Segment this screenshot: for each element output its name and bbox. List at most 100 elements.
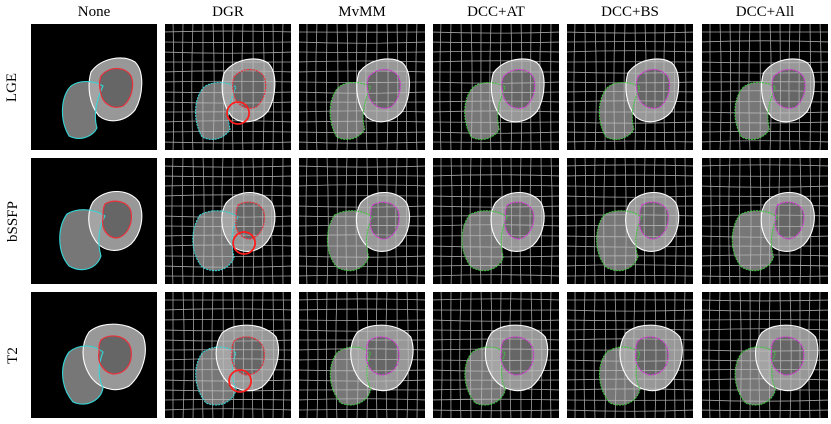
- panel-t2-none: [31, 292, 157, 418]
- column-header-dgr: DGR: [212, 4, 244, 20]
- panel-t2-dcc-bs: [567, 292, 693, 418]
- panel-lge-dcc-all: [702, 24, 828, 150]
- myocardium-contour: [484, 324, 549, 392]
- panel-image: [702, 158, 828, 284]
- left-ventricle-contour: [770, 336, 805, 376]
- cavity-region: [501, 69, 535, 109]
- cavity-region: [635, 336, 669, 375]
- panel-bssfp-dgr: [165, 158, 291, 284]
- myocardium-contour: [356, 58, 410, 123]
- right-ventricle-contour: [731, 210, 779, 272]
- myocardium-contour: [82, 323, 146, 391]
- left-ventricle-contour: [102, 200, 132, 239]
- right-ventricle-contour: [598, 81, 641, 140]
- cavity-region: [771, 336, 804, 375]
- cavity-region: [235, 202, 265, 239]
- panel-image: [165, 158, 291, 284]
- right-ventricle-contour: [596, 210, 643, 272]
- panel-t2-dcc-at: [433, 292, 559, 418]
- panel-lge-mvmm: [299, 24, 425, 150]
- panel-image: [433, 158, 559, 284]
- panel-bssfp-mvmm: [299, 158, 425, 284]
- right-ventricle-contour: [59, 209, 106, 271]
- myocardium-contour: [490, 58, 545, 123]
- deformation-grid: [165, 292, 291, 418]
- panel-image: [59, 190, 143, 271]
- panel-image: [299, 292, 425, 418]
- panel-lge-dcc-bs: [567, 24, 693, 150]
- deformation-grid: [702, 24, 828, 150]
- column-header-none: None: [77, 4, 111, 20]
- panel-image: [433, 24, 559, 150]
- myocardium-contour: [215, 324, 279, 392]
- panel-t2-mvmm: [299, 292, 425, 418]
- panel-t2-dgr: [165, 292, 291, 418]
- panel-bssfp-dcc-at: [433, 158, 559, 284]
- myocardium-contour: [619, 324, 683, 392]
- myocardium-contour: [350, 324, 414, 392]
- myocardium-contour: [221, 58, 276, 123]
- right-ventricle-contour: [192, 210, 239, 272]
- deformation-grid: [433, 158, 559, 284]
- left-ventricle-contour: [638, 201, 669, 240]
- right-ventricle-contour: [734, 346, 777, 406]
- column-header-dcc-bs: DCC+BS: [601, 4, 659, 20]
- deformation-grid: [299, 24, 425, 150]
- left-ventricle-contour: [500, 336, 535, 376]
- right-ventricle-contour: [464, 81, 507, 140]
- deformation-grid: [433, 24, 559, 150]
- left-ventricle-contour: [634, 336, 669, 376]
- cavity-region: [504, 202, 534, 239]
- deformation-grid: [299, 158, 425, 284]
- myocardium-contour: [754, 324, 819, 392]
- cavity-region: [232, 69, 266, 109]
- row-label-lge: LGE: [4, 72, 21, 102]
- myocardium-contour: [625, 191, 680, 252]
- cavity-region: [98, 335, 132, 374]
- error-highlight-circle: [232, 231, 257, 255]
- left-ventricle-contour: [232, 68, 267, 109]
- deformation-grid: [165, 158, 291, 284]
- left-ventricle-contour: [504, 201, 535, 240]
- right-ventricle-contour: [329, 346, 372, 406]
- column-header-mvmm: MvMM: [338, 4, 386, 20]
- cavity-region: [500, 336, 534, 375]
- deformation-grid: [567, 292, 693, 418]
- left-ventricle-contour: [98, 335, 132, 375]
- right-ventricle-contour: [195, 81, 237, 140]
- panel-bssfp-dcc-all: [702, 158, 828, 284]
- myocardium-contour: [760, 191, 815, 252]
- panel-image: [61, 57, 143, 139]
- myocardium-contour: [490, 191, 545, 252]
- cavity-region: [99, 68, 133, 108]
- deformation-grid: [567, 158, 693, 284]
- panel-image: [433, 292, 559, 418]
- right-ventricle-contour: [464, 346, 506, 406]
- cavity-region: [367, 69, 401, 109]
- left-ventricle-contour: [635, 68, 671, 109]
- cavity-region: [231, 336, 265, 375]
- cavity-region: [366, 336, 400, 375]
- panel-image: [62, 323, 146, 405]
- panel-lge-dgr: [165, 24, 291, 150]
- right-ventricle-contour: [195, 346, 237, 406]
- right-ventricle-contour: [329, 81, 372, 140]
- panel-image: [165, 24, 291, 150]
- deformation-grid: [433, 292, 559, 418]
- panel-image: [567, 158, 693, 284]
- panel-bssfp-none: [31, 158, 157, 284]
- panel-image: [165, 292, 291, 418]
- error-highlight-circle: [228, 369, 253, 393]
- panel-bssfp-dcc-bs: [567, 158, 693, 284]
- right-ventricle-contour: [326, 210, 374, 272]
- right-ventricle-contour: [734, 81, 777, 140]
- deformation-grid: [567, 24, 693, 150]
- left-ventricle-contour: [231, 336, 265, 376]
- error-highlight-circle: [226, 101, 251, 125]
- right-ventricle-contour: [61, 80, 104, 139]
- panel-image: [702, 292, 828, 418]
- right-ventricle-contour: [599, 346, 641, 406]
- right-ventricle-contour: [62, 345, 104, 405]
- panel-lge-none: [31, 24, 157, 150]
